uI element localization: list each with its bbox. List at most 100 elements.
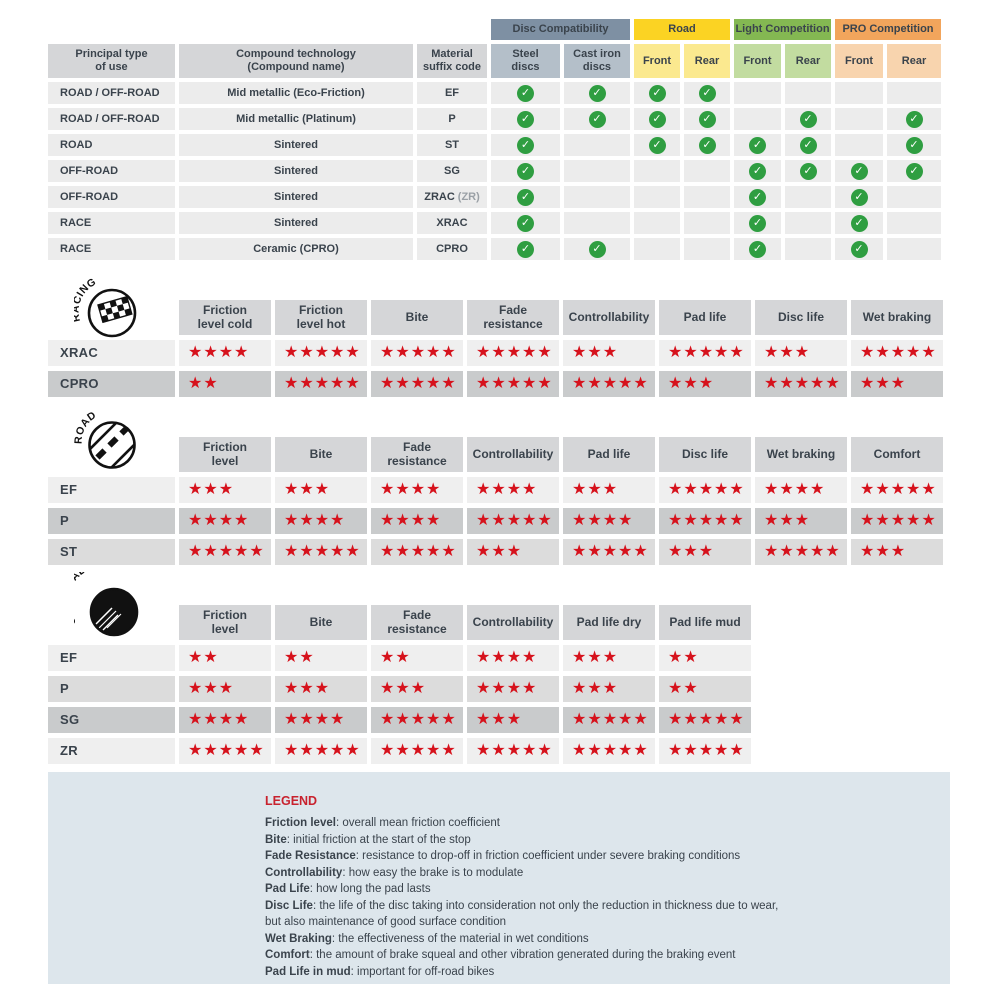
sub-column-header: Rear (887, 44, 941, 78)
column-header: Principal type of use (48, 44, 175, 78)
star-rating-cell: ★★★★★ (563, 371, 655, 397)
rating-column-header: Comfort (851, 437, 943, 472)
check-icon: ✓ (799, 136, 817, 154)
check-icon: ✓ (517, 188, 534, 206)
compatibility-check-cell (887, 238, 941, 260)
svg-text:OFF-ROAD: OFF-ROAD (74, 572, 89, 628)
star-rating-cell: ★★★ (659, 371, 751, 397)
rating-column-header: Bite (275, 437, 367, 472)
compatibility-check-cell (634, 186, 680, 208)
compatibility-check-cell: ✓ (785, 134, 831, 156)
suffix-code-cell: ZRAC (ZR) (417, 186, 487, 208)
compatibility-check-cell (634, 238, 680, 260)
use-cell: RACE (48, 212, 175, 234)
star-rating-cell: ★★★ (179, 477, 271, 503)
star-rating-cell: ★★★★ (563, 508, 655, 534)
compatibility-table: Disc Compatibility Road Light Competition P… (48, 19, 941, 260)
compatibility-check-cell: ✓ (564, 238, 630, 260)
check-icon: ✓ (648, 84, 666, 102)
rating-column-header: Friction level (179, 437, 271, 472)
star-rating-cell: ★★★ (851, 371, 943, 397)
sub-column-header: Cast iron discs (564, 44, 630, 78)
compatibility-check-cell: ✓ (684, 82, 730, 104)
star-rating-cell: ★★★★ (467, 676, 559, 702)
star-rating-cell: ★★★★★ (755, 539, 847, 565)
use-cell: ROAD (48, 134, 175, 156)
legend-term: Pad Life in mud (265, 965, 351, 978)
check-icon: ✓ (648, 110, 666, 128)
legend-title: LEGEND (265, 794, 318, 808)
offroad-ratings-table: Friction level Bite Fade resistance Control… (48, 605, 751, 764)
check-icon: ✓ (850, 214, 868, 232)
star-rating-cell: ★★★★★ (467, 508, 559, 534)
compatibility-check-cell: ✓ (491, 134, 560, 156)
group-header-road: Road (634, 19, 730, 40)
rating-column-header: Pad life (563, 437, 655, 472)
mud-splat-glyph (91, 589, 137, 635)
compound-row-label: EF (48, 645, 175, 671)
compatibility-check-cell (564, 212, 630, 234)
technology-cell: Sintered (179, 212, 413, 234)
compatibility-check-cell: ✓ (491, 186, 560, 208)
racing-flag-icon: RACING (74, 277, 137, 338)
star-rating-cell: ★★ (179, 371, 271, 397)
check-icon: ✓ (517, 84, 534, 102)
road-label: ROAD (74, 409, 98, 444)
star-rating-cell: ★★★★★ (563, 539, 655, 565)
suffix-code-alias: (ZR) (457, 190, 480, 203)
star-rating-cell: ★★★ (755, 340, 847, 366)
star-rating-cell: ★★★★★ (275, 738, 367, 764)
compatibility-table-section: Disc Compatibility Road Light Competition P… (48, 19, 941, 260)
star-rating-cell: ★★★ (275, 477, 367, 503)
compatibility-check-cell: ✓ (684, 108, 730, 130)
use-cell: OFF-ROAD (48, 160, 175, 182)
rating-column-header: Disc life (755, 300, 847, 335)
star-rating-cell: ★★ (659, 645, 751, 671)
technology-cell: Mid metallic (Eco-Friction) (179, 82, 413, 104)
legend-entry: Friction level: overall mean friction co… (265, 817, 500, 829)
check-icon: ✓ (905, 136, 923, 154)
compound-row-label: ZR (48, 738, 175, 764)
compatibility-check-cell (634, 160, 680, 182)
check-icon: ✓ (749, 188, 766, 206)
group-header-disc-compatibility: Disc Compatibility (491, 19, 630, 40)
star-rating-cell: ★★★★★ (467, 340, 559, 366)
use-cell: RACE (48, 238, 175, 260)
svg-text:ROAD: ROAD (74, 409, 99, 444)
star-rating-cell: ★★★★★ (275, 340, 367, 366)
star-rating-cell: ★★★★★ (371, 340, 463, 366)
compatibility-check-cell (785, 82, 831, 104)
star-rating-cell: ★★★★ (179, 340, 271, 366)
technology-cell: Sintered (179, 160, 413, 182)
road-stripes-glyph (90, 423, 134, 467)
legend-term: Wet Braking (265, 932, 332, 945)
compatibility-check-cell: ✓ (835, 238, 883, 260)
sub-column-header: Rear (785, 44, 831, 78)
suffix-code-cell: CPRO (417, 238, 487, 260)
compatibility-check-cell (785, 238, 831, 260)
compatibility-check-cell: ✓ (491, 160, 560, 182)
compatibility-check-cell: ✓ (491, 212, 560, 234)
suffix-code: ST (444, 138, 460, 151)
compatibility-check-cell: ✓ (564, 108, 630, 130)
rating-column-header: Pad life dry (563, 605, 655, 640)
check-icon: ✓ (905, 162, 923, 180)
star-rating-cell: ★★★★ (275, 707, 367, 733)
checkered-flag-glyph (97, 295, 133, 324)
star-rating-cell: ★★★★★ (371, 707, 463, 733)
legend-entry: Pad Life in mud: important for off-road … (265, 965, 495, 978)
star-rating-cell: ★★★★★ (467, 371, 559, 397)
group-header-pro-competition: PRO Competition (835, 19, 941, 40)
star-rating-cell: ★★ (371, 645, 463, 671)
star-rating-cell: ★★★ (563, 477, 655, 503)
group-header-light-competition: Light Competition (734, 19, 831, 40)
suffix-code-cell: EF (417, 82, 487, 104)
offroad-mud-icon: OFF-ROAD (74, 572, 139, 637)
check-icon: ✓ (648, 136, 666, 154)
star-rating-cell: ★★★★★ (851, 340, 943, 366)
compound-row-label: SG (48, 707, 175, 733)
star-rating-cell: ★★★★ (275, 508, 367, 534)
compatibility-check-cell (734, 82, 781, 104)
compound-row-label: CPRO (48, 371, 175, 397)
